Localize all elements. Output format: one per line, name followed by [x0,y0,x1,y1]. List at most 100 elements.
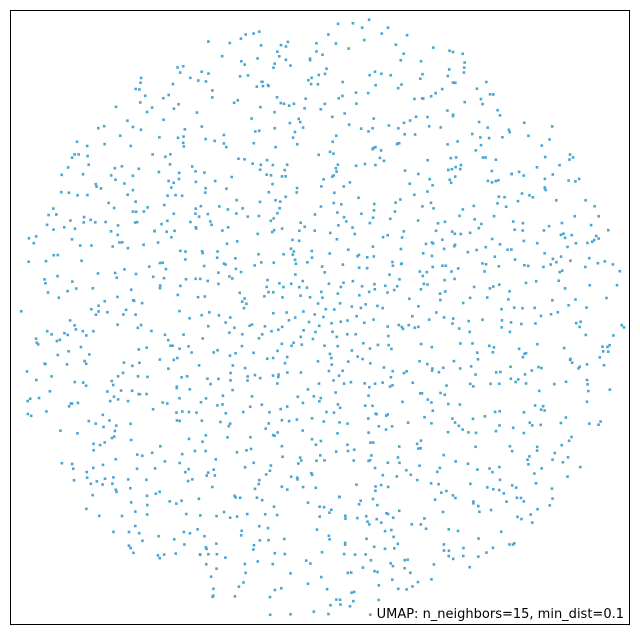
scatter-point [189,76,192,80]
scatter-point [513,228,516,232]
scatter-point [199,400,203,404]
scatter-point [498,410,502,413]
scatter-point [426,190,429,193]
scatter-point [343,514,347,518]
scatter-point [317,382,321,385]
scatter-point [409,473,413,477]
scatter-point [95,185,98,188]
scatter-point [516,515,519,519]
scatter-point [597,237,600,240]
scatter-point [55,213,58,216]
scatter-point [287,419,291,423]
scatter-point [175,411,178,414]
scatter-point [530,424,534,427]
scatter-point [449,156,453,160]
scatter-point [116,224,120,227]
scatter-point [491,546,495,550]
scatter-point [550,487,554,490]
scatter-point [222,142,226,145]
scatter-point [222,510,226,514]
scatter-point [198,277,202,281]
scatter-point [264,427,268,430]
scatter-point [327,534,331,538]
scatter-point [584,265,587,269]
scatter-point [327,282,331,285]
scatter-point [597,215,601,218]
scatter-point [283,168,287,172]
scatter-point [283,552,287,556]
scatter-point [122,361,126,364]
scatter-point [578,325,581,329]
scatter-point [352,599,355,603]
scatter-point [396,542,400,546]
scatter-point [366,91,370,95]
scatter-point [319,439,323,443]
scatter-point [463,61,466,64]
scatter-point [159,444,162,448]
scatter-point [71,467,75,471]
scatter-point [142,243,145,247]
scatter-point [403,132,406,136]
scatter-point [58,338,62,342]
scatter-point [335,170,338,173]
scatter-point [303,225,306,229]
scatter-point [620,323,624,327]
scatter-point [520,322,523,326]
scatter-point [306,582,310,586]
scatter-point [246,215,250,218]
scatter-point [151,407,155,411]
scatter-point [472,285,476,289]
scatter-point [361,566,365,569]
scatter-point [328,511,331,514]
scatter-point [177,177,181,181]
scatter-point [67,349,70,353]
scatter-point [280,227,284,230]
scatter-point [350,349,354,352]
scatter-point [282,252,285,256]
scatter-point [509,377,513,380]
scatter-point [369,441,372,444]
scatter-point [503,195,506,199]
scatter-point [182,530,186,534]
scatter-point [113,429,117,433]
scatter-point [447,549,451,553]
scatter-point [407,323,411,327]
scatter-point [230,277,234,280]
scatter-point [267,422,271,425]
scatter-point [316,82,320,86]
scatter-point [382,366,386,369]
scatter-point [508,330,512,334]
scatter-point [358,293,361,297]
scatter-point [507,128,511,132]
scatter-point [151,275,155,279]
scatter-point [255,85,259,88]
scatter-point [337,224,340,227]
scatter-point [402,52,405,56]
scatter-point [485,551,488,554]
scatter-point [250,323,254,326]
scatter-point [400,83,403,86]
scatter-point [396,456,400,459]
scatter-point [167,93,170,97]
scatter-point [490,237,494,241]
scatter-point [403,169,407,172]
scatter-point [519,496,523,500]
scatter-point [97,514,101,518]
scatter-point [233,326,236,330]
scatter-point [380,32,384,35]
scatter-point [194,277,197,281]
scatter-point [245,302,248,306]
scatter-point [441,510,445,514]
scatter-point [19,310,23,313]
scatter-point [391,516,395,520]
scatter-point [419,288,423,291]
scatter-point [338,598,342,602]
scatter-point [163,333,167,337]
scatter-point [183,128,187,131]
scatter-point [481,318,484,322]
scatter-point [397,141,401,145]
scatter-point [484,245,488,249]
scatter-point [56,253,60,257]
scatter-point [108,419,111,422]
